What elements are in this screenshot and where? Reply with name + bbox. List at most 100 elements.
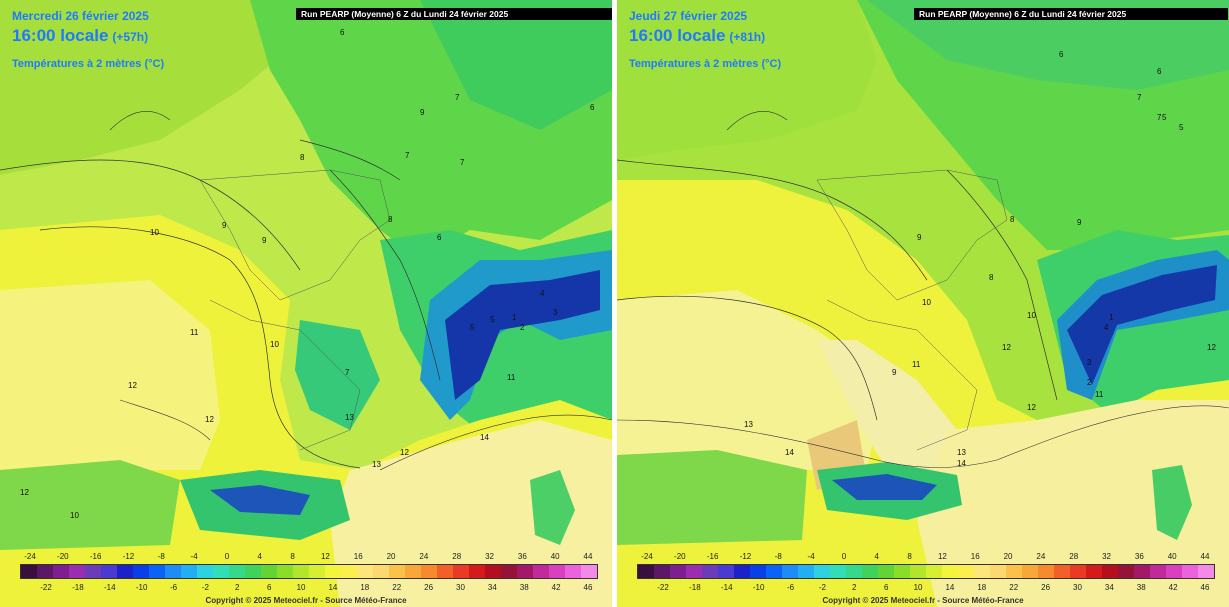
legend-swatch [702, 565, 718, 578]
legend-tick-label: -18 [689, 583, 701, 592]
legend-swatch [718, 565, 734, 578]
legend-tick-label: 12 [937, 552, 947, 561]
legend-swatch [1134, 565, 1150, 578]
variable-label: Températures à 2 mètres (°C) [629, 58, 782, 70]
legend-tick-label: -14 [103, 583, 116, 592]
contour-label: 12 [1207, 343, 1216, 352]
contour-label: 6 [340, 28, 345, 37]
legend-tick-label: -8 [157, 552, 165, 561]
legend-tick-label: 42 [551, 583, 561, 592]
legend-tick-label: -18 [72, 583, 84, 592]
contour-label: 3 [1087, 358, 1092, 367]
legend-swatch [750, 565, 766, 578]
contour-label: 6 [1157, 67, 1162, 76]
contour-label: 10 [1027, 311, 1036, 320]
legend-swatch [117, 565, 133, 578]
legend-tick-label: 2 [852, 583, 857, 592]
contour-label: 12 [205, 415, 214, 424]
contour-label: 9 [892, 368, 897, 377]
map-panel-right: 8 8 9 9 10 10 11 12 13 13 14 14 12 7 7 6 6 5 5 3 2 4 1 11 12 9 Ru… [617, 0, 1229, 607]
forecast-date: Mercredi 26 février 2025 [12, 9, 149, 23]
legend-swatch [549, 565, 565, 578]
legend-tick-label: -24 [641, 552, 653, 561]
legend-tick-label: 46 [583, 583, 593, 592]
contour-label: 11 [912, 360, 921, 369]
contour-label: 13 [744, 420, 753, 429]
legend-swatch [533, 565, 549, 578]
legend-tick-label: 44 [1200, 552, 1210, 561]
contour-label: 13 [345, 413, 354, 422]
forecast-offset: (+57h) [112, 30, 149, 44]
legend-swatch [1118, 565, 1134, 578]
legend-tick-label: 34 [1104, 583, 1114, 592]
legend-tick-label: -16 [89, 552, 102, 561]
contour-label: 7 [345, 368, 350, 377]
legend-swatch [1166, 565, 1182, 578]
legend-swatch [1006, 565, 1022, 578]
legend-swatch [926, 565, 942, 578]
legend-tick-label: 12 [320, 552, 330, 561]
contour-label: 7 [1137, 93, 1142, 102]
legend-top-ticks: -24 -20 -16 -12 -8 -4 0 4 8 12 16 20 24 28 32 36 40 44 [637, 552, 1215, 563]
legend-tick-label: 22 [1009, 583, 1019, 592]
contour-label: 5 [470, 323, 475, 332]
legend-tick-label: 36 [517, 552, 527, 561]
legend-bottom-ticks: -22 -18 -14 -10 -6 -2 2 6 10 14 18 22 26 30 34 38 42 46 [20, 583, 598, 594]
contour-label: 10 [270, 340, 279, 349]
legend-swatch [421, 565, 437, 578]
legend-tick-label: 10 [913, 583, 923, 592]
contour-label: 14 [480, 433, 489, 442]
legend-swatch [1070, 565, 1086, 578]
variable-label: Températures à 2 mètres (°C) [12, 58, 165, 70]
legend-swatch [69, 565, 85, 578]
legend-swatch [1086, 565, 1102, 578]
legend-tick-label: 22 [392, 583, 402, 592]
legend-swatch [357, 565, 373, 578]
legend-tick-label: -4 [190, 552, 198, 561]
legend-swatch [85, 565, 101, 578]
legend-tick-label: 6 [266, 583, 272, 592]
contour-label: 6 [590, 103, 595, 112]
legend-tick-label: 20 [1003, 552, 1013, 561]
legend-swatch [654, 565, 670, 578]
legend-tick-label: 40 [550, 552, 560, 561]
legend-swatch [1182, 565, 1198, 578]
legend-tick-label: 28 [452, 552, 462, 561]
legend-swatch [309, 565, 325, 578]
forecast-date: Jeudi 27 février 2025 [629, 9, 748, 23]
legend-swatch [798, 565, 814, 578]
legend-swatch [878, 565, 894, 578]
panel-separator [612, 0, 617, 607]
forecast-offset: (+81h) [729, 30, 766, 44]
legend-tick-label: 8 [290, 552, 295, 561]
legend-tick-label: 10 [296, 583, 306, 592]
legend-swatch [21, 565, 37, 578]
legend-tick-label: -6 [169, 583, 178, 592]
contour-label: 7 [1157, 113, 1162, 122]
legend-swatch [101, 565, 117, 578]
legend-swatch [1022, 565, 1038, 578]
legend-tick-label: 14 [945, 583, 955, 592]
contour-label: 12 [128, 381, 137, 390]
legend-swatch [277, 565, 293, 578]
legend-bottom-ticks: -22 -18 -14 -10 -6 -2 2 6 10 14 18 22 26 30 34 38 42 46 [637, 583, 1215, 594]
legend-swatch [814, 565, 830, 578]
legend-swatch [405, 565, 421, 578]
contour-label: 3 [553, 308, 558, 317]
legend-tick-label: 4 [257, 552, 262, 561]
contour-label: 12 [1027, 403, 1036, 412]
legend-tick-label: -2 [201, 583, 209, 592]
legend-swatch [213, 565, 229, 578]
legend-tick-label: 24 [419, 552, 429, 561]
contour-label: 7 [405, 151, 410, 160]
legend-tick-label: 14 [328, 583, 338, 592]
legend-tick-label: 2 [235, 583, 240, 592]
legend-tick-label: 34 [487, 583, 497, 592]
contour-label: 8 [300, 153, 305, 162]
legend-swatch [149, 565, 165, 578]
contour-label: 6 [437, 233, 442, 242]
contour-label: 2 [1087, 378, 1092, 387]
legend-swatch [181, 565, 197, 578]
temperature-legend: -24 -20 -16 -12 -8 -4 0 4 8 12 16 20 24 28 32 36 40 44 -2… [20, 552, 598, 596]
legend-tick-label: -4 [807, 552, 815, 561]
